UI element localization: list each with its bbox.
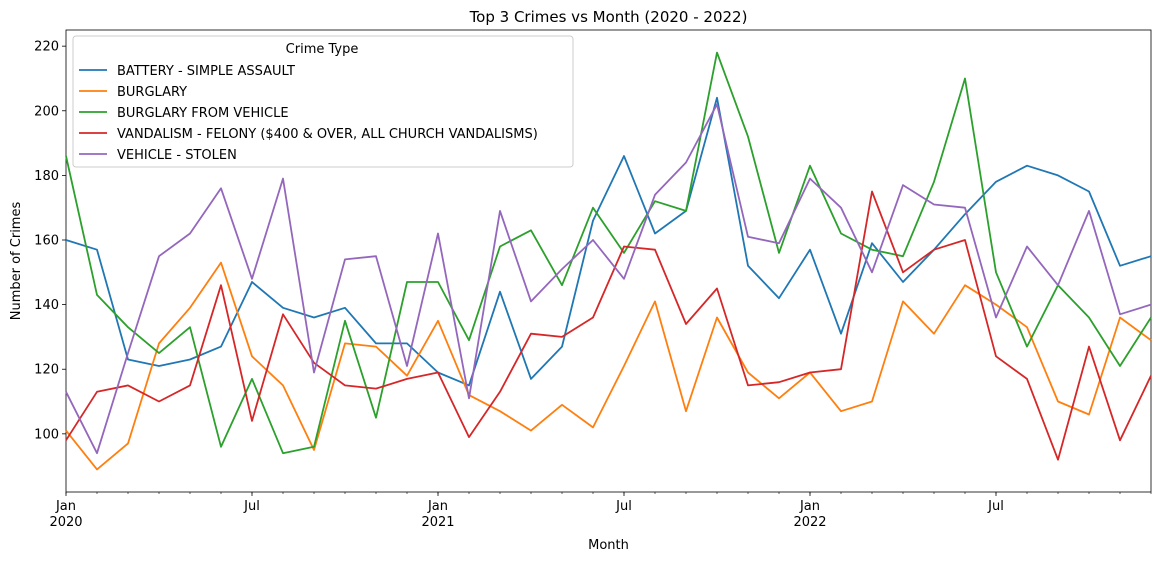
y-tick-label: 200: [34, 104, 59, 119]
legend-label: VANDALISM - FELONY ($400 & OVER, ALL CHU…: [117, 127, 538, 142]
legend-label: BATTERY - SIMPLE ASSAULT: [117, 64, 295, 79]
x-tick-label: Jul: [615, 499, 632, 514]
y-tick-label: 160: [34, 234, 59, 249]
legend-label: BURGLARY FROM VEHICLE: [117, 106, 289, 121]
x-tick-label: Jul: [243, 499, 260, 514]
y-tick-label: 100: [34, 427, 59, 442]
y-axis: 100 120 140 160 180 200 220: [34, 40, 66, 442]
x-tick-label: Jul: [987, 499, 1004, 514]
series-lines: [65, 51, 1152, 471]
legend-box: [72, 35, 574, 168]
plot-area: [65, 29, 1152, 493]
y-axis-title: Number of Crimes: [9, 202, 24, 321]
series-line-4: [65, 103, 1152, 455]
series-line-2: [65, 51, 1152, 455]
legend-label: BURGLARY: [117, 85, 187, 100]
y-tick-label: 180: [34, 169, 59, 184]
chart-title: Top 3 Crimes vs Month (2020 - 2022): [469, 8, 748, 26]
legend-items: BATTERY - SIMPLE ASSAULT BURGLARY BURGLARY…: [79, 64, 538, 163]
x-tick-label: Jan: [427, 499, 448, 514]
series-line-1: [65, 261, 1152, 471]
x-tick-label: 2021: [421, 515, 454, 530]
series-line-3: [65, 190, 1152, 461]
y-tick-label: 120: [34, 363, 59, 378]
legend-label: VEHICLE - STOLEN: [117, 148, 237, 163]
legend-title: Crime Type: [286, 42, 359, 57]
series-line-0: [65, 96, 1152, 387]
x-tick-label: Jan: [799, 499, 820, 514]
legend: Crime Type BATTERY - SIMPLE ASSAULT BURGL…: [72, 35, 574, 168]
x-axis-title: Month: [588, 538, 629, 553]
y-tick-label: 140: [34, 298, 59, 313]
x-tick-label: 2022: [793, 515, 826, 530]
y-tick-label: 220: [34, 40, 59, 55]
x-tick-label: 2020: [49, 515, 82, 530]
x-tick-label: Jan: [55, 499, 76, 514]
